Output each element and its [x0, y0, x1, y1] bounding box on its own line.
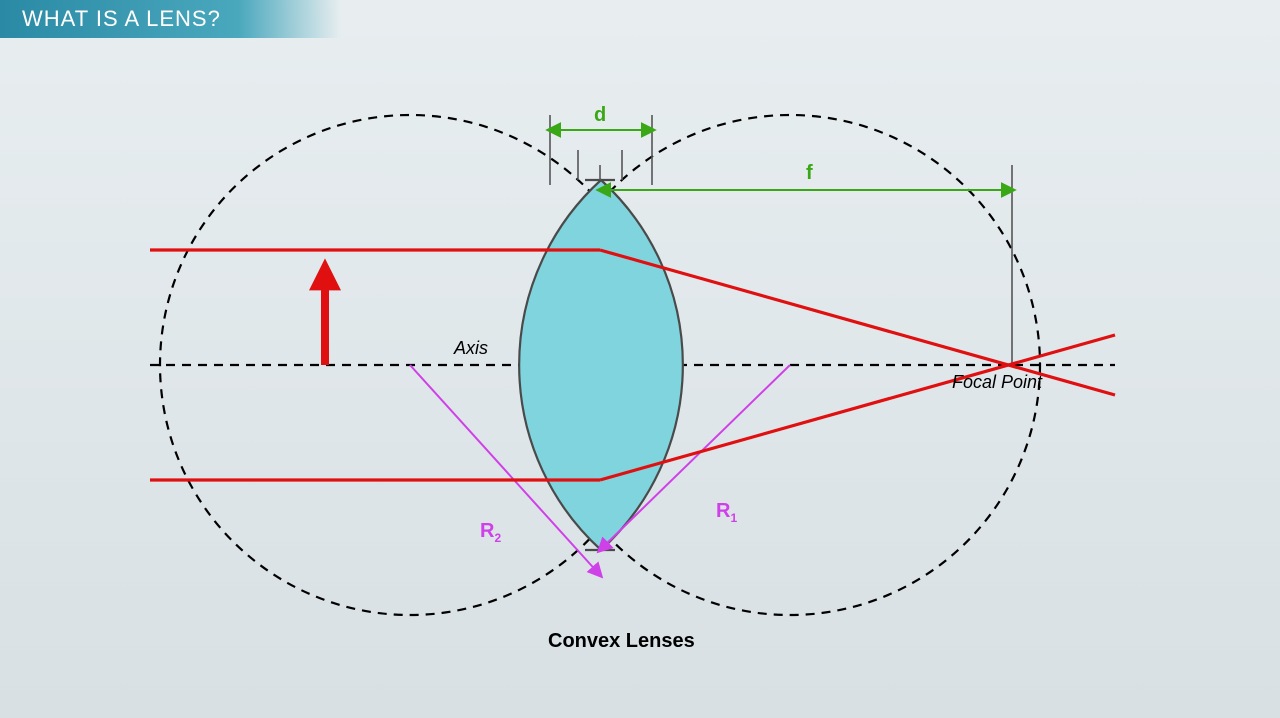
r1-label: R1: [716, 500, 737, 525]
lens-diagram: Convex Lenses Axis Focal Point d f R1 R2: [0, 50, 1280, 670]
header-bar: WHAT IS A LENS?: [0, 0, 341, 38]
f-label: f: [806, 162, 813, 185]
axis-label: Axis: [454, 338, 488, 359]
focal-point-label: Focal Point: [952, 372, 1042, 393]
r2-label: R2: [480, 520, 501, 545]
diagram-svg: [0, 50, 1280, 670]
d-label: d: [594, 104, 606, 127]
header-title: WHAT IS A LENS?: [0, 0, 341, 38]
diagram-caption: Convex Lenses: [548, 630, 695, 653]
